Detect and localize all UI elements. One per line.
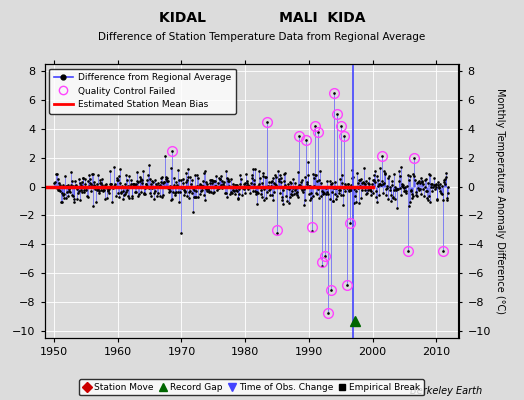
Legend: Difference from Regional Average, Quality Control Failed, Estimated Station Mean: Difference from Regional Average, Qualit…	[49, 68, 236, 114]
Text: Difference of Station Temperature Data from Regional Average: Difference of Station Temperature Data f…	[99, 32, 425, 42]
Legend: Station Move, Record Gap, Time of Obs. Change, Empirical Break: Station Move, Record Gap, Time of Obs. C…	[79, 379, 424, 396]
Y-axis label: Monthly Temperature Anomaly Difference (°C): Monthly Temperature Anomaly Difference (…	[495, 88, 505, 314]
Text: KIDAL               MALI  KIDA: KIDAL MALI KIDA	[159, 11, 365, 25]
Text: Berkeley Earth: Berkeley Earth	[410, 386, 482, 396]
